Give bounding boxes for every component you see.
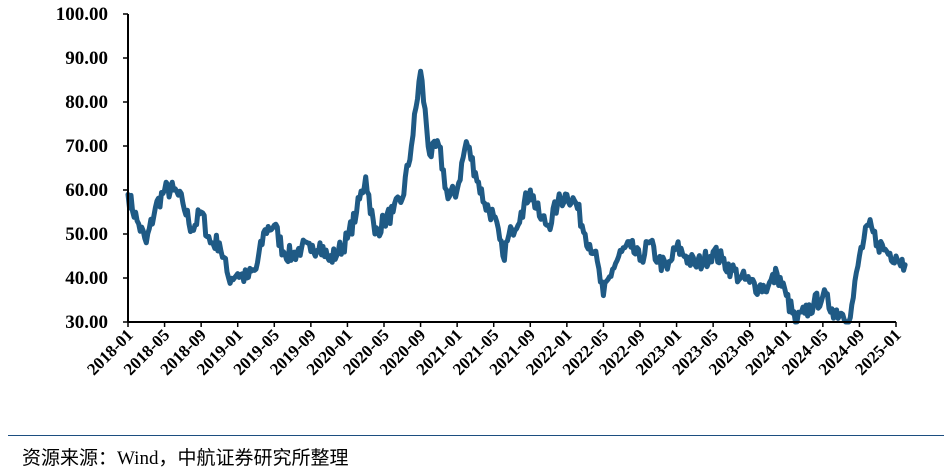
y-tick-label: 90.00 [65, 48, 108, 69]
y-tick-label: 30.00 [65, 312, 108, 333]
y-tick-label: 70.00 [65, 136, 108, 157]
series-line [125, 68, 908, 325]
line-chart: 30.00 40.00 50.00 60.00 70.00 80.00 90.00 100.0… [56, 4, 908, 379]
y-tick-label: 60.00 [65, 180, 108, 201]
y-axis-ticks: 30.00 40.00 50.00 60.00 70.00 80.00 90.00 100.0… [56, 4, 128, 333]
y-tick-label: 80.00 [65, 92, 108, 113]
x-axis-ticks: 2018-012018-052018-092019-012019-052019-… [83, 322, 905, 379]
y-tick-label: 40.00 [65, 268, 108, 289]
source-divider [8, 435, 944, 436]
source-note: 资源来源：Wind，中航证券研究所整理 [22, 448, 349, 469]
y-tick-label: 100.00 [56, 4, 108, 25]
y-tick-label: 50.00 [65, 224, 108, 245]
